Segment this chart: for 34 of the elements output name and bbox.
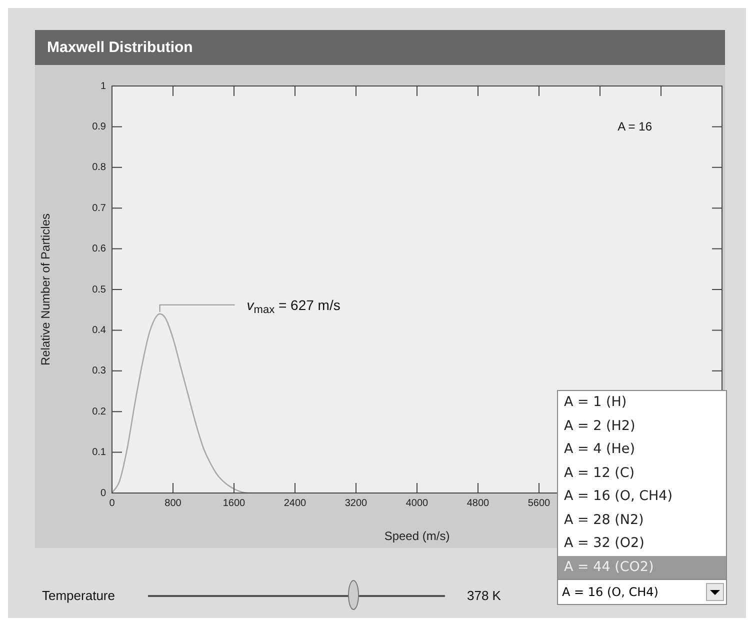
annotation: A = 1 (H) [558,391,726,414]
y-tick-label: 0.8 [92,162,106,174]
y-tick-label: 0.5 [92,284,106,296]
annotation: A = 16 (O, CH4) [558,485,726,508]
y-axis-title: Relative Number of Particles [38,213,53,366]
y-tick-label: 0.3 [92,366,106,377]
x-tick-label: 5600 [528,498,551,509]
text: Temperature [42,588,115,603]
text: A = 44 (CO2) [564,558,654,574]
x-axis-title: Speed (m/s) [384,529,450,544]
annotation: A = 4 (He) [558,438,726,462]
annotation: A = 12 (C) [558,462,726,485]
x-tick-label: 4800 [466,498,490,509]
y-tick-label: 0 [100,488,106,499]
y-tick-label: 0.4 [92,324,106,336]
text: A = 28 (N2) [564,512,644,528]
y-tick-label: 0.2 [92,406,106,418]
text: A = 32 (O2) [564,535,644,551]
annotation: A = 2 (H2) [558,414,726,438]
x-tick-label: 2400 [284,498,307,509]
text: 378 K [467,588,501,603]
y-tick-label: 0.9 [92,121,106,132]
x-tick-label: 3200 [344,498,368,509]
y-tick-label: 0.1 [92,447,106,458]
chart-title: Maxwell Distribution [35,30,725,65]
annotation: A = 16 [618,120,652,134]
x-tick-label: 0 [109,498,116,509]
dropdown-field: A = 16 (O, CH4) [557,579,727,605]
y-tick-label: 0.6 [92,244,106,255]
y-tick-label: 1 [100,80,106,92]
x-tick-label: 1600 [222,498,246,509]
x-tick-label: 800 [164,498,182,509]
x-tick-label: 4000 [406,498,429,509]
y-tick-label: 0.7 [92,202,106,214]
